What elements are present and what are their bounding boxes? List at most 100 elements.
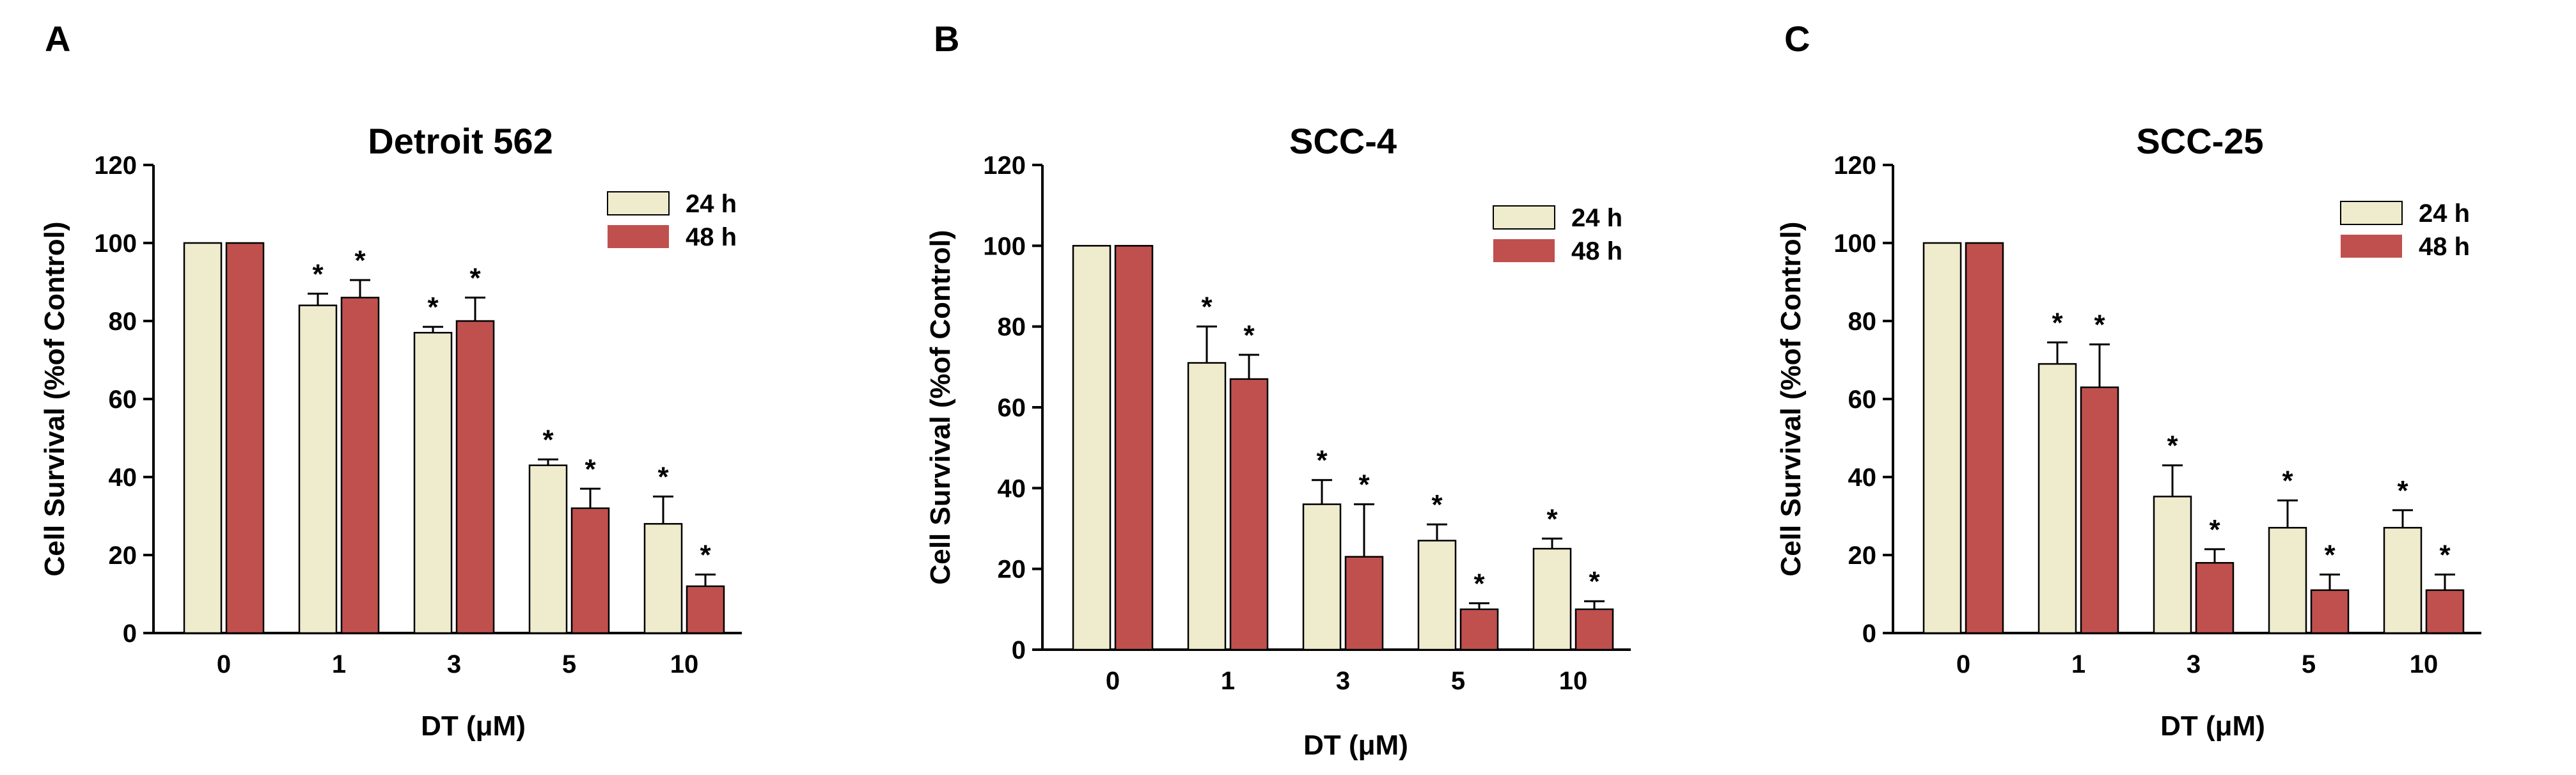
bar-48h <box>1229 378 1269 651</box>
significance-asterisk: * <box>585 453 596 485</box>
significance-asterisk: * <box>2397 475 2408 506</box>
legend-swatch-48h <box>608 225 669 248</box>
bar-24h <box>1072 245 1111 651</box>
significance-asterisk: * <box>2209 514 2220 545</box>
x-tick-label: 0 <box>1106 667 1120 695</box>
y-tick-label: 60 <box>998 394 1026 422</box>
y-tick-label: 20 <box>109 542 137 570</box>
y-tick-label: 120 <box>94 152 137 180</box>
bar-48h <box>1965 242 2004 634</box>
y-tick-label: 60 <box>109 386 137 414</box>
bar-24h <box>1302 503 1342 651</box>
significance-asterisk: * <box>2094 309 2105 341</box>
chart-title: Detroit 562 <box>368 121 553 161</box>
legend-label: 48 h <box>1571 237 1622 265</box>
bar-24h <box>528 464 568 634</box>
y-tick-label: 0 <box>1012 636 1026 664</box>
x-tick-label: 10 <box>2410 650 2439 678</box>
x-tick-label: 0 <box>1956 650 1970 678</box>
legend-label: 24 h <box>1571 204 1622 232</box>
panel-letter: B <box>934 19 959 59</box>
x-axis-label: DT (μM) <box>421 710 526 742</box>
bar-24h <box>1187 362 1227 651</box>
legend-swatch-24h <box>2340 201 2403 225</box>
bar-24h <box>1532 547 1572 651</box>
y-axis-label: Cell Survival (%of Control) <box>1775 222 1807 577</box>
y-tick-label: 40 <box>109 464 137 492</box>
y-tick-label: 100 <box>94 230 137 258</box>
significance-asterisk: * <box>1201 292 1213 323</box>
bar-24h <box>413 332 453 634</box>
x-tick-label: 1 <box>1221 667 1235 695</box>
y-tick-label: 80 <box>998 313 1026 341</box>
x-tick-label: 3 <box>447 650 461 678</box>
panel-letter: A <box>45 19 70 59</box>
significance-asterisk: * <box>700 540 711 571</box>
bar-48h <box>1344 556 1384 651</box>
bar-48h <box>2080 386 2119 634</box>
x-tick-label: 5 <box>2302 650 2316 678</box>
y-tick-label: 120 <box>983 152 1026 180</box>
y-tick-label: 0 <box>1862 620 1876 648</box>
bar-24h <box>298 304 338 634</box>
bar-24h <box>2038 363 2077 634</box>
significance-asterisk: * <box>2324 540 2336 571</box>
significance-asterisk: * <box>657 462 669 493</box>
y-tick-label: 120 <box>1834 152 1876 180</box>
bar-24h <box>1417 540 1457 651</box>
legend-label: 48 h <box>2419 233 2470 261</box>
x-tick-label: 10 <box>670 650 699 678</box>
significance-asterisk: * <box>1243 320 1255 351</box>
bar-48h <box>2195 561 2234 634</box>
x-tick-label: 1 <box>332 650 346 678</box>
y-tick-label: 80 <box>109 308 137 336</box>
bar-24h <box>2383 527 2423 634</box>
legend-swatch-48h <box>2341 235 2402 258</box>
bar-24h <box>2268 527 2307 634</box>
y-tick-label: 40 <box>998 474 1026 503</box>
significance-asterisk: * <box>542 425 554 456</box>
legend-label: 48 h <box>686 223 737 251</box>
x-tick-label: 5 <box>562 650 576 678</box>
y-axis-label: Cell Survival (%of Control) <box>39 222 70 577</box>
bar-48h <box>686 585 725 634</box>
bar-24h <box>183 242 223 634</box>
significance-asterisk: * <box>2439 540 2451 571</box>
significance-asterisk: * <box>1358 469 1370 501</box>
significance-asterisk: * <box>2282 466 2293 497</box>
legend-swatch-48h <box>1493 239 1555 262</box>
significance-asterisk: * <box>1546 503 1558 535</box>
bar-24h <box>1922 242 1962 634</box>
significance-asterisk: * <box>469 262 481 294</box>
legend-swatch-24h <box>607 191 670 215</box>
y-tick-label: 100 <box>1834 230 1876 258</box>
y-tick-label: 80 <box>1848 308 1877 336</box>
x-axis-label: DT (μM) <box>1303 730 1408 761</box>
y-tick-label: 20 <box>998 556 1026 584</box>
bar-48h <box>1575 608 1614 651</box>
chart-title: SCC-25 <box>2136 121 2263 161</box>
significance-asterisk: * <box>1589 566 1600 597</box>
bar-48h <box>2310 589 2350 634</box>
x-tick-label: 0 <box>217 650 231 678</box>
y-tick-label: 20 <box>1848 542 1877 570</box>
bar-48h <box>570 507 610 634</box>
x-tick-label: 1 <box>2071 650 2085 678</box>
y-tick-label: 40 <box>1848 464 1877 492</box>
x-tick-label: 3 <box>1336 667 1350 695</box>
y-tick-label: 100 <box>983 232 1026 260</box>
legend-label: 24 h <box>2419 200 2470 228</box>
significance-asterisk: * <box>1473 568 1485 599</box>
bar-48h <box>455 320 495 634</box>
y-axis-label: Cell Survival (%of Control) <box>925 230 956 585</box>
x-tick-label: 5 <box>1451 667 1465 695</box>
significance-asterisk: * <box>312 258 324 290</box>
panel-a: A Detroit 562 0 20 40 60 80 100 120 Cell Survival… <box>39 19 742 742</box>
bar-48h <box>2425 589 2465 634</box>
y-tick-label: 60 <box>1848 386 1877 414</box>
bar-48h <box>340 297 380 634</box>
bar-24h <box>643 522 683 634</box>
